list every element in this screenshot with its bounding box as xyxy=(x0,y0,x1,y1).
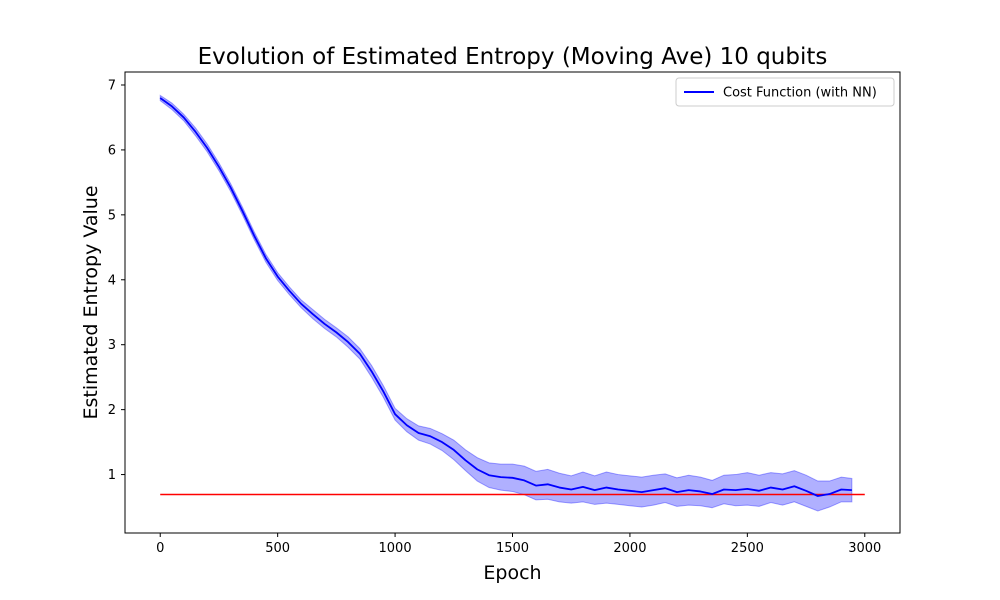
x-tick-label: 0 xyxy=(156,541,164,556)
y-axis-title: Estimated Entropy Value xyxy=(80,185,102,419)
x-axis-ticks: 0 500 1000 1500 2000 2500 3000 xyxy=(156,533,881,556)
plot-area xyxy=(159,94,865,512)
legend-label: Cost Function (with NN) xyxy=(723,86,877,101)
y-axis-ticks: 1 2 3 4 5 6 7 xyxy=(108,78,125,483)
legend-box xyxy=(675,77,895,107)
y-tick-label: 2 xyxy=(108,403,116,418)
x-tick-label: 1500 xyxy=(496,541,529,556)
x-axis-title: Epoch xyxy=(483,562,541,584)
y-tick-label: 1 xyxy=(108,468,116,483)
x-tick-label: 2000 xyxy=(613,541,646,556)
x-tick-label: 500 xyxy=(265,541,290,556)
series-line xyxy=(159,97,852,497)
chart-title: Evolution of Estimated Entropy (Moving A… xyxy=(198,44,828,70)
series-band xyxy=(159,94,853,512)
x-tick-label: 3000 xyxy=(848,541,881,556)
x-tick-label: 1000 xyxy=(379,541,412,556)
y-tick-label: 4 xyxy=(108,273,116,288)
x-tick-label: 2500 xyxy=(731,541,764,556)
legend: Cost Function (with NN) xyxy=(675,77,895,107)
y-tick-label: 6 xyxy=(108,143,116,158)
y-tick-label: 7 xyxy=(108,78,116,93)
y-tick-label: 5 xyxy=(108,208,116,223)
y-tick-label: 3 xyxy=(108,338,116,353)
